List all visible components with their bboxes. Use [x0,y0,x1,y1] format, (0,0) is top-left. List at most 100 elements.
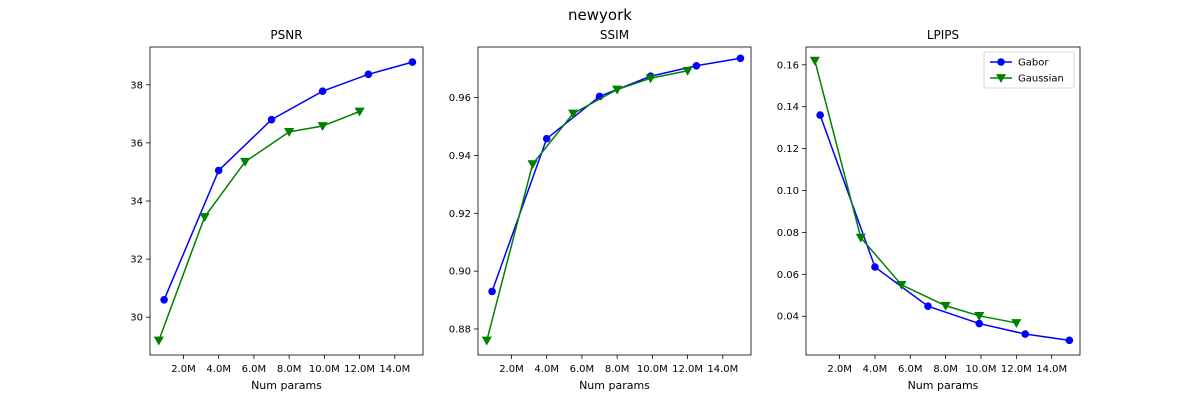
data-point-gabor [692,61,701,70]
data-point-gabor [318,87,327,95]
data-point-gabor [214,166,223,175]
data-point-gabor [542,134,551,143]
series-line-gabor [163,61,413,301]
plot-frame [805,46,1081,356]
data-point-gaussian [153,336,164,346]
legend: Gabor Gaussian [983,51,1075,89]
y-tick-label: 0.04 [777,312,799,323]
data-point-gaussian [940,301,951,311]
figure-suptitle: newyork [568,6,632,24]
y-tick-label: 0.96 [449,93,471,104]
x-tick-label: 4.0M [206,364,231,375]
x-tick-label: 12.0M [1001,364,1032,375]
y-tick-label: 0.92 [449,209,471,220]
subplot-psnr: PSNR 2.0M 4.0M 6.0M 8.0M 10.0M 12.0M 14.0M 30 32 3… [130,28,424,392]
data-point-gaussian [354,107,365,117]
x-axis-label: Num params [579,379,650,392]
data-point-gaussian [682,66,693,76]
x-tick-label: 2.0M [827,364,852,375]
y-tick-label: 32 [130,255,143,266]
x-tick-label: 12.0M [672,364,703,375]
series-gaussian [153,107,365,346]
data-point-gaussian [481,336,492,346]
x-tick-label: 2.0M [499,364,524,375]
data-point-gaussian [612,85,623,95]
subplot-title: SSIM [600,28,629,42]
series-gaussian [809,56,1022,328]
data-point-gaussian [809,56,820,66]
data-point-gabor [975,319,984,328]
x-tick-label: 2.0M [171,364,196,375]
subplot-title: LPIPS [927,28,959,42]
data-point-gaussian [317,122,328,132]
x-tick-label: 4.0M [534,364,559,375]
legend-box [983,51,1075,89]
data-point-gaussian [199,213,210,222]
x-tick-label: 10.0M [309,364,340,375]
x-tick-label: 8.0M [277,364,302,375]
series-gabor [816,111,1074,345]
y-tick-label: 0.10 [777,186,799,197]
data-point-gabor [924,302,932,310]
series-line-gaussian [486,69,688,341]
y-tick-label: 36 [130,138,143,149]
y-tick-label: 0.06 [777,270,799,281]
x-tick-label: 14.0M [1036,364,1067,375]
x-axis-label: Num params [251,379,322,392]
x-tick-label: 6.0M [570,364,595,375]
y-tick-label: 0.12 [777,144,799,155]
data-point-gaussian [568,109,579,119]
data-point-gabor [267,115,276,124]
y-tick-label: 0.94 [449,151,471,162]
data-point-gabor [364,70,373,79]
data-point-gaussian [284,127,295,137]
subplot-lpips: LPIPS 2.0M 4.0M 6.0M 8.0M 10.0M 12.0M 14.0M 0.04… [777,28,1081,392]
series-line-gaussian [814,60,1017,324]
series-gabor [160,58,417,304]
data-point-gaussian [1011,319,1022,328]
subplot-title: PSNR [270,28,302,42]
data-point-gaussian [896,280,907,290]
data-point-gabor [816,111,824,119]
data-point-gabor [736,54,745,63]
subplot-ssim: SSIM 2.0M 4.0M 6.0M 8.0M 10.0M 12.0M 14.0M 0.88 0… [449,28,752,392]
data-point-gaussian [527,160,538,170]
y-tick-label: 34 [130,197,143,208]
legend-marker-gabor [997,58,1005,66]
x-tick-label: 14.0M [379,364,410,375]
data-point-gabor [1021,330,1029,338]
x-tick-label: 10.0M [637,364,668,375]
data-point-gaussian [855,233,866,243]
legend-marker-gaussian [995,74,1007,83]
x-tick-label: 4.0M [863,364,888,375]
x-axis-label: Num params [908,379,979,392]
x-tick-label: 12.0M [344,364,375,375]
data-point-gabor [160,295,168,304]
x-tick-label: 8.0M [933,364,958,375]
plot-frame [477,46,752,356]
data-point-gaussian [240,157,251,167]
x-tick-label: 14.0M [707,364,738,375]
y-tick-label: 30 [130,313,143,324]
legend-label-gabor: Gabor [1018,58,1049,69]
series-gaussian [481,66,693,346]
y-tick-label: 38 [130,80,143,91]
data-point-gaussian [645,74,656,84]
legend-label-gaussian: Gaussian [1018,74,1064,85]
data-point-gabor [408,58,417,66]
x-tick-label: 10.0M [966,364,997,375]
x-tick-label: 6.0M [898,364,923,375]
subplot-panels: PSNR 2.0M 4.0M 6.0M 8.0M 10.0M 12.0M 14.0M 30 32 3… [130,28,1081,392]
data-point-gabor [871,263,879,271]
data-point-gabor [488,287,496,296]
plot-frame [149,46,424,356]
y-tick-label: 0.08 [777,228,799,239]
y-tick-label: 0.88 [449,324,471,335]
y-tick-label: 0.90 [449,267,471,278]
series-line-gabor [819,114,1070,342]
data-point-gabor [1065,336,1074,345]
y-tick-label: 0.16 [777,60,799,71]
x-tick-label: 8.0M [605,364,630,375]
y-tick-label: 0.14 [777,102,799,113]
